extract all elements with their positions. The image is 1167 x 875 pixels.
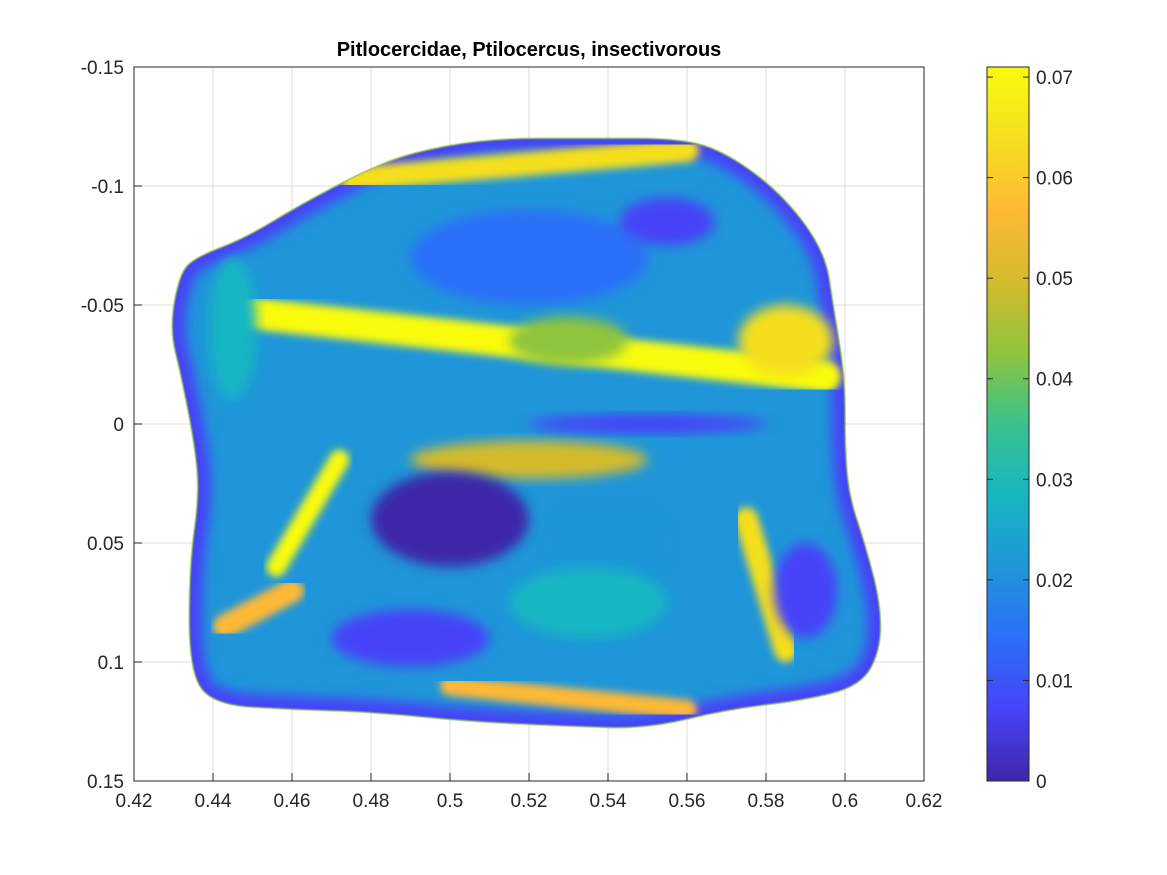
curvature-blob xyxy=(619,197,715,246)
y-tick-label: 0.15 xyxy=(87,772,124,793)
y-tick-label: 0.1 xyxy=(98,653,124,674)
colorbar xyxy=(986,66,1030,782)
curvature-ridge xyxy=(213,578,304,639)
x-tick-label: 0.5 xyxy=(437,791,463,812)
colorbar-tick-label: 0.07 xyxy=(1036,68,1073,89)
surface-outline xyxy=(171,137,882,729)
y-tick-label: 0.05 xyxy=(87,534,124,555)
colorbar-tick-label: 0.01 xyxy=(1036,671,1073,692)
curvature-ridge xyxy=(440,675,697,720)
curvature-blob xyxy=(509,566,668,639)
colorbar-tick-label: 0.03 xyxy=(1036,470,1073,491)
surface-base xyxy=(172,138,881,728)
curvature-blob xyxy=(773,543,838,639)
x-tick-label: 0.54 xyxy=(590,791,627,812)
curvature-ridge xyxy=(266,449,350,577)
y-tick-label: -0.15 xyxy=(81,58,124,79)
y-tick-label: -0.1 xyxy=(91,177,124,198)
curvature-blob xyxy=(738,305,834,377)
curvature-blob xyxy=(548,507,668,579)
curvature-ridge xyxy=(734,507,798,662)
curvature-surface xyxy=(172,138,881,728)
chart-title: Pitlocercidae, Ptilocercus, insectivorou… xyxy=(337,39,722,61)
curvature-blob xyxy=(410,440,648,479)
x-tick-label: 0.6 xyxy=(832,791,858,812)
curvature-blob xyxy=(509,316,628,365)
curvature-blob xyxy=(331,609,490,667)
y-axis: -0.15 -0.1 -0.05 0 0.05 0.1 0.15 xyxy=(81,58,142,793)
colorbar-tick-label: 0.06 xyxy=(1036,169,1073,190)
colorbar-tick-label: 0.05 xyxy=(1036,269,1073,290)
curvature-blob xyxy=(371,471,529,567)
x-axis: 0.42 0.44 0.46 0.48 0.5 0.52 0.54 0.56 0.58 0.6 0.… xyxy=(116,773,943,812)
x-tick-label: 0.44 xyxy=(195,791,232,812)
colorbar-axis: 0 0.01 0.02 0.03 0.04 0.05 0.06 0.07 xyxy=(987,68,1073,793)
colorbar-tick-label: 0 xyxy=(1036,772,1047,793)
curvature-blob xyxy=(529,414,766,434)
y-tick-label: 0 xyxy=(113,415,124,436)
x-tick-label: 0.62 xyxy=(906,791,943,812)
x-tick-label: 0.58 xyxy=(748,791,785,812)
x-tick-label: 0.42 xyxy=(116,791,153,812)
x-tick-label: 0.48 xyxy=(353,791,390,812)
colorbar-tick-label: 0.02 xyxy=(1036,571,1073,592)
curvature-blob xyxy=(209,257,257,401)
curvature-blob xyxy=(410,209,648,305)
x-tick-label: 0.46 xyxy=(274,791,311,812)
x-tick-label: 0.52 xyxy=(511,791,548,812)
colorbar-tick-label: 0.04 xyxy=(1036,370,1073,391)
curvature-ridge xyxy=(339,138,699,191)
x-tick-label: 0.56 xyxy=(669,791,706,812)
y-tick-label: -0.05 xyxy=(81,296,124,317)
